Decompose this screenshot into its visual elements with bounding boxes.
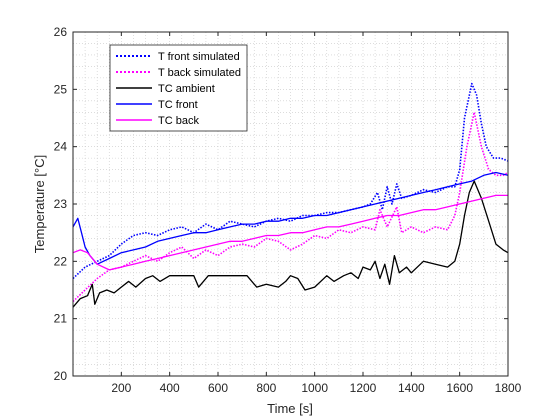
x-axis-label: Time [s]	[267, 401, 313, 416]
axis-ticks: 200 400 600 800 1000 1200 1400 1600 1800 20 21 22 23…	[54, 25, 522, 395]
x-tick-label: 1200	[350, 381, 377, 395]
x-tick-label: 1600	[446, 381, 473, 395]
y-tick-label: 25	[54, 82, 68, 96]
y-tick-label: 21	[54, 312, 68, 326]
y-tick-label: 23	[54, 197, 68, 211]
series-line-tc-back	[72, 194, 508, 271]
x-tick-label: 1400	[398, 381, 425, 395]
series-line-tc-ambient	[72, 180, 509, 308]
y-tick-label: 24	[54, 140, 68, 154]
legend-label-t-front-simulated: T front simulated	[158, 51, 240, 63]
x-tick-label: 800	[256, 381, 276, 395]
x-tick-label: 1000	[301, 381, 328, 395]
legend-label-t-back-simulated: T back simulated	[158, 67, 241, 79]
legend-label-tc-back: TC back	[158, 115, 199, 127]
legend-label-tc-ambient: TC ambient	[158, 83, 215, 95]
y-tick-label: 20	[54, 369, 68, 383]
x-tick-label: 600	[208, 381, 228, 395]
series-line-tc-front	[72, 171, 509, 265]
x-tick-label: 1800	[495, 381, 522, 395]
x-tick-label: 400	[160, 381, 180, 395]
y-axis-label: Temperature [°C]	[32, 155, 47, 253]
x-tick-label: 200	[111, 381, 131, 395]
series-lines	[72, 82, 509, 308]
y-tick-label: 26	[54, 25, 68, 39]
y-tick-label: 22	[54, 254, 68, 268]
legend: T front simulated T back simulated TC ambi…	[109, 44, 248, 132]
legend-label-tc-front: TC front	[158, 99, 198, 111]
